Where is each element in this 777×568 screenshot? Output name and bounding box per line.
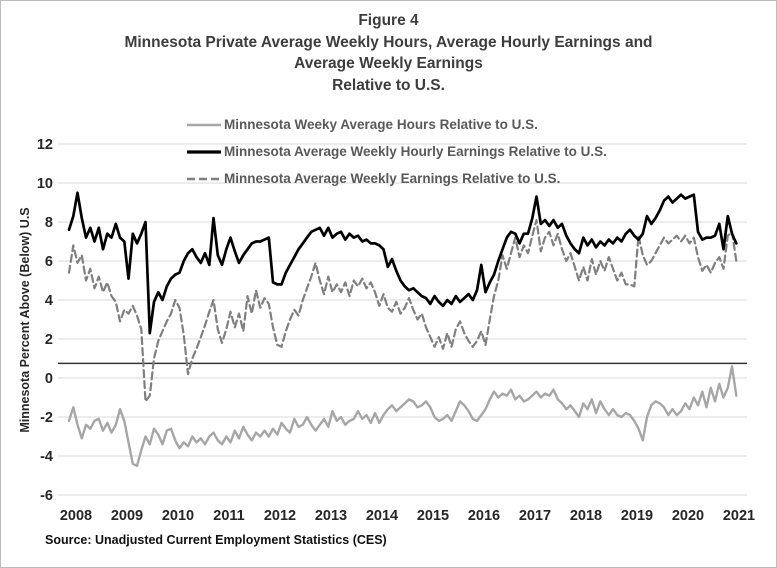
x-tick-label: 2015 (417, 508, 449, 524)
figure-title: Figure 4 Minnesota Private Average Weekl… (1, 10, 776, 96)
y-tick-label: 4 (45, 293, 53, 309)
title-line-2: Minnesota Private Average Weekly Hours, … (124, 33, 653, 51)
weekly-earnings-line-swatch-icon (187, 177, 221, 180)
hours-line-swatch-icon (187, 123, 221, 126)
series-line-weekly_earnings (67, 219, 738, 403)
legend-label-weekly-earnings: Minnesota Average Weekly Earnings Relati… (224, 171, 561, 186)
title-line-4: Relative to U.S. (332, 76, 445, 94)
x-tick-label: 2018 (570, 508, 602, 524)
hourly-earnings-line-swatch-icon (187, 149, 221, 154)
x-tick-label: 2008 (60, 508, 92, 524)
x-tick-label: 2019 (621, 508, 653, 524)
y-axis-title: Minnesota Percent Above (Below) U.S (18, 207, 32, 433)
title-line-1: Figure 4 (358, 12, 419, 29)
title-line-3: Average Weekly Earnings (294, 55, 483, 72)
x-tick-label: 2017 (519, 508, 551, 524)
y-tick-label: 8 (45, 215, 53, 231)
series-line-hourly_earnings (67, 191, 738, 335)
y-tick-label: -4 (40, 449, 53, 465)
chart-legend: Minnesota Weeky Average Hours Relative t… (187, 111, 607, 192)
x-tick-label: 2012 (264, 508, 296, 524)
x-tick-label: 2016 (468, 508, 500, 524)
x-tick-label: 2013 (315, 508, 347, 524)
y-tick-label: 12 (37, 137, 53, 153)
legend-item-hourly-earnings: Minnesota Average Weekly Hourly Earnings… (187, 138, 607, 165)
y-tick-label: 10 (37, 176, 53, 192)
legend-item-hours: Minnesota Weeky Average Hours Relative t… (187, 111, 607, 138)
y-tick-label: 2 (45, 332, 53, 348)
legend-item-weekly-earnings: Minnesota Average Weekly Earnings Relati… (187, 165, 607, 192)
x-tick-label: 2009 (111, 508, 143, 524)
x-tick-label: 2020 (672, 508, 704, 524)
x-tick-label: 2014 (366, 508, 398, 524)
legend-label-hourly-earnings: Minnesota Average Weekly Hourly Earnings… (224, 144, 607, 159)
source-note: Source: Unadjusted Current Employment St… (45, 533, 387, 547)
series-line-hours (67, 365, 738, 467)
x-tick-label: 2021 (723, 508, 755, 524)
y-tick-label: 0 (45, 371, 53, 387)
y-tick-label: -6 (40, 488, 53, 504)
x-tick-label: 2011 (213, 508, 244, 524)
legend-label-hours: Minnesota Weeky Average Hours Relative t… (224, 117, 538, 132)
x-tick-label: 2010 (162, 508, 194, 524)
y-tick-label: -2 (40, 410, 53, 426)
y-tick-label: 6 (45, 254, 53, 270)
